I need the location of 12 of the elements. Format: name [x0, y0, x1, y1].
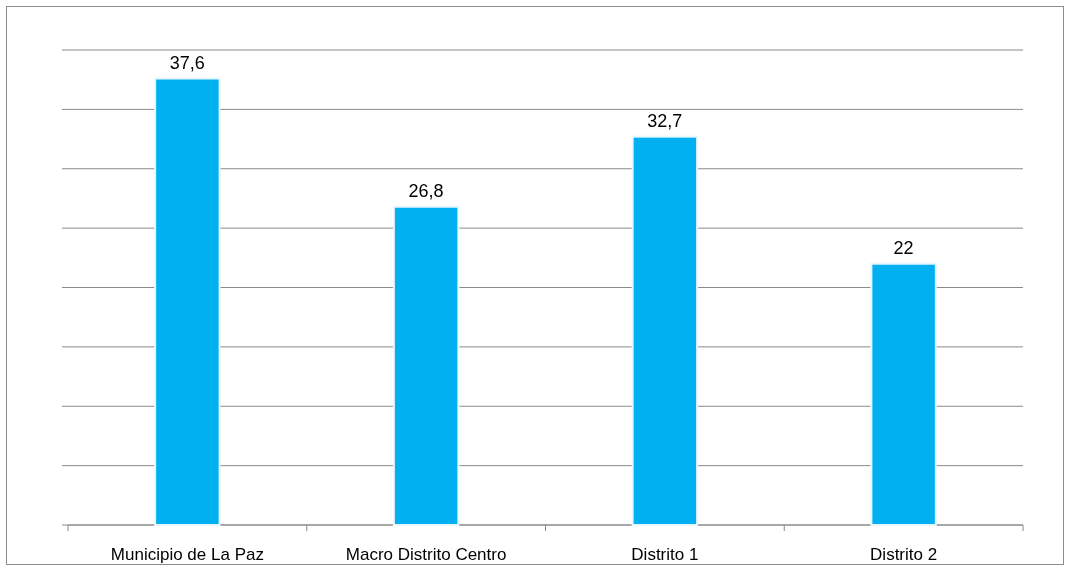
bar [392, 205, 460, 526]
data-label: 37,6 [169, 52, 205, 73]
x-tick-label: Distrito 2 [870, 545, 938, 564]
x-tick-label: Municipio de La Paz [110, 545, 264, 564]
data-label: 26,8 [408, 180, 444, 201]
bar [870, 262, 937, 526]
x-tick-label: Distrito 1 [631, 545, 699, 564]
data-label: 32,7 [647, 110, 683, 131]
bar [154, 77, 221, 526]
bar [631, 135, 699, 526]
x-tick-label: Macro Distrito Centro [345, 545, 507, 564]
data-label: 22 [893, 237, 914, 258]
